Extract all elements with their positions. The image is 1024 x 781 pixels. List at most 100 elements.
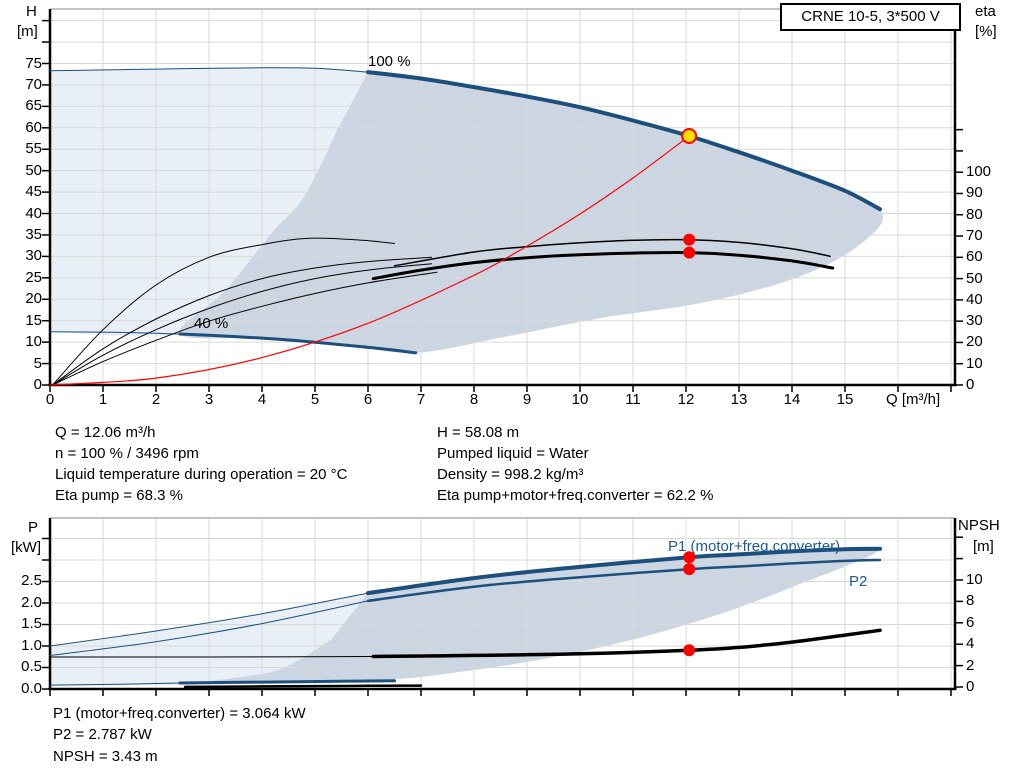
- h-axis-tick-30: 30: [25, 247, 42, 265]
- pump-type-box: CRNE 10-5, 3*500 V: [780, 3, 961, 31]
- eta-pump-motor-freq: [371, 250, 835, 281]
- eta-axis-tick-40: 40: [966, 290, 983, 308]
- h-axis-tick-65: 65: [25, 97, 42, 115]
- bottom-chart-grid: [50, 517, 955, 689]
- h-axis-tick-25: 25: [25, 268, 42, 286]
- p1-value-text: P1 (motor+freq.converter) = 3.064 kW: [53, 705, 306, 722]
- p2-value-text: P2 = 2.787 kW: [53, 726, 152, 743]
- h-axis-tick-60: 60: [25, 118, 42, 136]
- h-axis-tick-75: 75: [25, 54, 42, 72]
- duty-speed-text: n = 100 % / 3496 rpm: [55, 445, 199, 462]
- eta-arc-2: [52, 256, 433, 386]
- q-axis-tick-10: 10: [571, 391, 589, 408]
- npsh-value-text: NPSH = 3.43 m: [53, 748, 158, 765]
- speed-100pct-label: 100 %: [368, 53, 411, 70]
- pumped-liquid-text: Pumped liquid = Water: [437, 445, 589, 462]
- q-axis-tick-13: 13: [730, 391, 748, 408]
- q-axis-tick-1: 1: [98, 391, 108, 408]
- p-axis-unit: [kW]: [11, 539, 41, 556]
- duty-h-text: H = 58.08 m: [437, 424, 520, 441]
- duty-q-text: Q = 12.06 m³/h: [55, 424, 156, 441]
- top-chart-markers: [681, 128, 698, 259]
- eta-arc-3: [52, 263, 433, 386]
- q-axis-tick-5: 5: [310, 391, 320, 408]
- q-axis-tick-11: 11: [625, 391, 641, 408]
- eta-total-text: Eta pump+motor+freq.converter = 62.2 %: [437, 487, 714, 504]
- p1-40pct: [178, 679, 396, 685]
- eta-axis-tick-30: 30: [966, 312, 983, 330]
- top-chart-series: [49, 67, 882, 386]
- h-axis-tick-70: 70: [25, 75, 42, 93]
- eta-axis-tick-70: 70: [966, 227, 983, 245]
- q-axis-tick-8: 8: [469, 391, 479, 408]
- p-axis-tick-0.5: 0.5: [21, 658, 42, 675]
- bottom-chart-axes: [42, 518, 963, 696]
- npsh-axis-tick-10: 10: [966, 571, 983, 588]
- q-axis-tick-2: 2: [151, 391, 161, 408]
- eta-pump: [393, 238, 831, 267]
- npsh-axis-title: NPSH: [958, 517, 1000, 534]
- h-axis-tick-20: 20: [25, 290, 42, 308]
- head-100pct-ext: [49, 67, 369, 73]
- h-axis-unit: [m]: [17, 23, 38, 40]
- eta-axis-tick-50: 50: [966, 269, 983, 287]
- eta-axis-title: eta: [975, 3, 996, 20]
- eta-arc-1: [52, 237, 395, 386]
- npsh-axis-tick-2: 2: [966, 656, 975, 674]
- h-axis-tick-40: 40: [25, 204, 42, 222]
- p-axis-tick-0.0: 0.0: [21, 679, 42, 697]
- eta-axis-tick-100: 100: [966, 163, 992, 181]
- p-axis-tick-1.0: 1.0: [21, 636, 42, 654]
- p-axis-tick-1.5: 1.5: [21, 615, 42, 632]
- head-40pct-ext: [49, 331, 181, 335]
- h-axis-tick-5: 5: [33, 354, 42, 372]
- p1-curve-label: P1 (motor+freq.converter): [668, 538, 841, 555]
- eta-axis-tick-60: 60: [966, 248, 983, 266]
- q-axis-tick-0: 0: [45, 391, 55, 408]
- speed-40pct-label: 40 %: [194, 315, 229, 332]
- npsh-point-marker: [683, 644, 696, 657]
- q-axis-tick-4: 4: [257, 391, 267, 408]
- eta-total-point-marker: [683, 246, 696, 259]
- duty-point-marker: [681, 128, 698, 145]
- top-chart-axes: [42, 9, 963, 392]
- p1-ext: [49, 592, 369, 647]
- p1-point-marker: [683, 551, 696, 564]
- eta-axis-tick-0: 0: [966, 376, 975, 393]
- bottom-chart-envelopes: [50, 546, 881, 686]
- eta-pump-text: Eta pump = 68.3 %: [55, 487, 183, 504]
- density-text: Density = 998.2 kg/m³: [437, 466, 584, 483]
- head-100pct: [366, 70, 882, 212]
- p2-40pct: [183, 684, 423, 689]
- speed-range-light: [50, 67, 385, 337]
- p-axis-tick-2.0: 2.0: [21, 593, 42, 611]
- npsh-axis-tick-6: 6: [966, 613, 975, 631]
- h-axis-tick-35: 35: [25, 225, 42, 243]
- h-axis-title: H: [26, 3, 37, 20]
- q-axis-tick-6: 6: [363, 391, 373, 408]
- h-axis-tick-45: 45: [25, 183, 42, 201]
- q-axis-title: Q [m³/h]: [886, 391, 941, 408]
- q-axis-tick-14: 14: [783, 391, 801, 408]
- liquid-temp-text: Liquid temperature during operation = 20…: [55, 466, 348, 483]
- q-axis-tick-15: 15: [836, 391, 854, 408]
- npsh-axis-unit: [m]: [973, 538, 994, 555]
- npsh-axis-tick-0: 0: [966, 678, 975, 695]
- eta-axis-tick-20: 20: [966, 333, 983, 351]
- eta-axis-tick-80: 80: [966, 205, 983, 223]
- p-axis-tick-2.5: 2.5: [21, 572, 42, 589]
- eta-axis-unit: [%]: [975, 23, 997, 40]
- h-axis-tick-0: 0: [33, 375, 42, 393]
- eta-arc-4: [52, 271, 438, 386]
- p-axis-title: P: [28, 519, 39, 536]
- npsh-ext: [49, 656, 374, 658]
- h-axis-tick-50: 50: [25, 161, 42, 179]
- bottom-chart-markers: [683, 551, 696, 657]
- h-axis-tick-55: 55: [25, 140, 42, 158]
- p2-ext: [49, 600, 369, 656]
- q-axis-tick-7: 7: [416, 391, 426, 408]
- p2-point-marker: [683, 563, 696, 576]
- h-axis-tick-10: 10: [25, 333, 42, 351]
- p2-curve-label: P2: [849, 573, 868, 590]
